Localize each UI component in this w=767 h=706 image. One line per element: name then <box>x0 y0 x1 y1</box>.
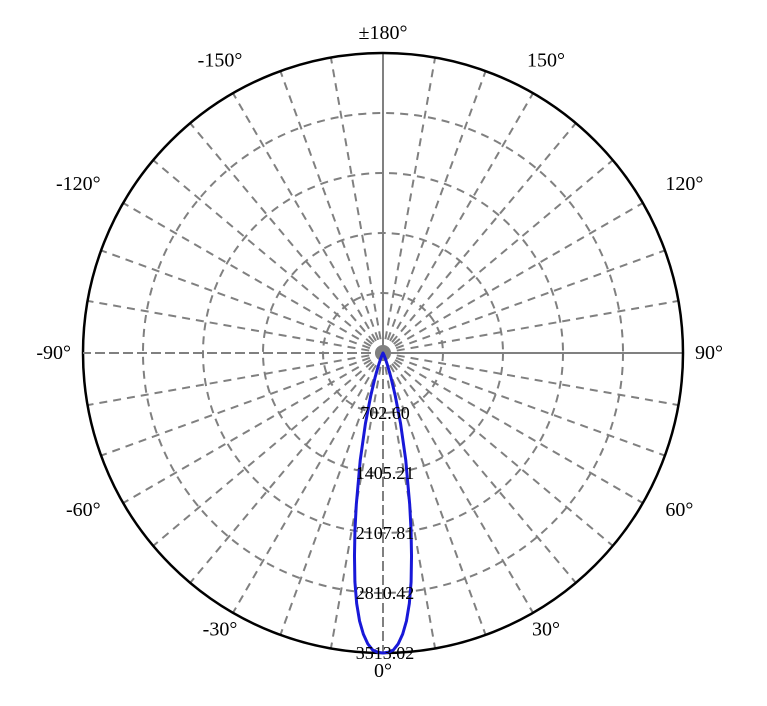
spoke <box>331 58 383 353</box>
angle-label: 0° <box>374 660 392 682</box>
angle-label: -30° <box>203 618 238 640</box>
polar-chart: 0° 30° 60° 90° 120° 150° ±180° -150° -120° -90° -6… <box>0 0 767 706</box>
angle-label: -120° <box>56 173 101 195</box>
spoke <box>383 71 486 353</box>
spoke <box>101 353 383 456</box>
spoke <box>383 353 678 405</box>
angle-label: ±180° <box>359 22 408 44</box>
angle-label: 30° <box>532 618 560 640</box>
angle-label: -60° <box>66 499 101 521</box>
angle-label: 90° <box>695 342 723 364</box>
radial-tick-label: 702.60 <box>360 403 410 423</box>
radial-tick-label: 3513.02 <box>356 643 415 663</box>
spoke <box>383 301 678 353</box>
angle-label: 60° <box>665 499 693 521</box>
angle-label: 120° <box>665 173 703 195</box>
radial-tick-label: 2107.81 <box>356 523 415 543</box>
spoke <box>101 250 383 353</box>
spoke <box>280 71 383 353</box>
spoke <box>383 58 435 353</box>
spoke <box>88 301 383 353</box>
radial-tick-label: 2810.42 <box>356 583 415 603</box>
spoke <box>88 353 383 405</box>
radial-tick-label: 1405.21 <box>356 463 415 483</box>
angle-label: -150° <box>198 50 243 72</box>
angle-label: -90° <box>36 342 71 364</box>
angle-label: 150° <box>527 50 565 72</box>
